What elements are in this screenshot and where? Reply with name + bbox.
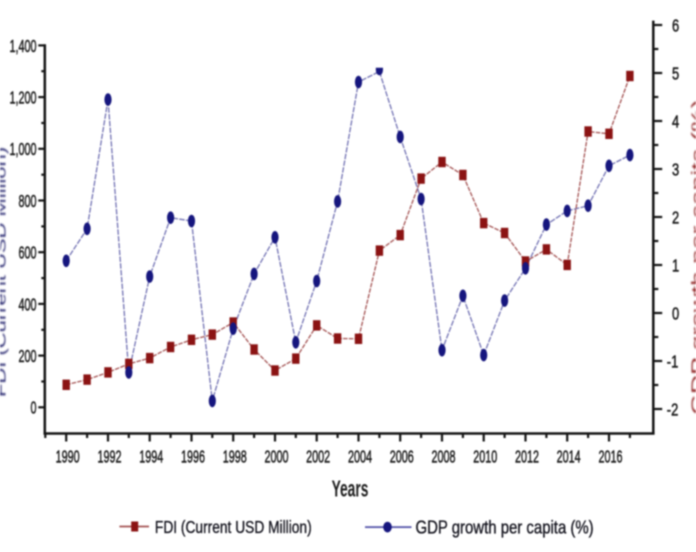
svg-text:600: 600: [18, 244, 36, 263]
svg-text:1,400: 1,400: [9, 37, 36, 56]
svg-text:2000: 2000: [264, 448, 288, 467]
svg-text:2014: 2014: [557, 448, 581, 467]
svg-text:1994: 1994: [139, 448, 163, 467]
svg-text:FDI (Current USD Million): FDI (Current USD Million): [155, 517, 312, 537]
svg-text:1998: 1998: [223, 448, 247, 467]
svg-text:Years: Years: [332, 477, 369, 502]
svg-text:400: 400: [18, 296, 36, 315]
svg-text:-2: -2: [667, 400, 679, 420]
svg-text:1,000: 1,000: [9, 141, 36, 160]
svg-text:2012: 2012: [515, 448, 539, 467]
svg-text:800: 800: [18, 192, 36, 211]
svg-text:FDI (Current USD Million): FDI (Current USD Million): [0, 147, 8, 397]
svg-text:1992: 1992: [97, 448, 121, 467]
svg-text:2008: 2008: [432, 448, 456, 467]
svg-text:2006: 2006: [390, 448, 414, 467]
svg-text:6: 6: [672, 16, 679, 36]
svg-text:0: 0: [672, 304, 679, 324]
svg-text:2016: 2016: [598, 448, 622, 467]
svg-text:1990: 1990: [56, 448, 80, 467]
svg-text:0: 0: [30, 399, 36, 418]
svg-text:2: 2: [672, 208, 679, 228]
svg-text:GDP growth per capita (%): GDP growth per capita (%): [415, 517, 593, 538]
svg-text:5: 5: [672, 64, 679, 84]
svg-text:3: 3: [672, 160, 679, 180]
svg-text:200: 200: [18, 347, 36, 366]
svg-text:1,200: 1,200: [9, 89, 36, 108]
svg-text:2002: 2002: [306, 448, 330, 467]
svg-text:2010: 2010: [473, 448, 497, 467]
svg-text:-1: -1: [667, 352, 679, 372]
svg-text:1996: 1996: [181, 448, 205, 467]
svg-text:GDP growth per capita (%): GDP growth per capita (%): [688, 100, 696, 415]
svg-text:2004: 2004: [348, 448, 372, 467]
svg-text:1: 1: [672, 256, 679, 276]
svg-text:4: 4: [672, 112, 679, 132]
